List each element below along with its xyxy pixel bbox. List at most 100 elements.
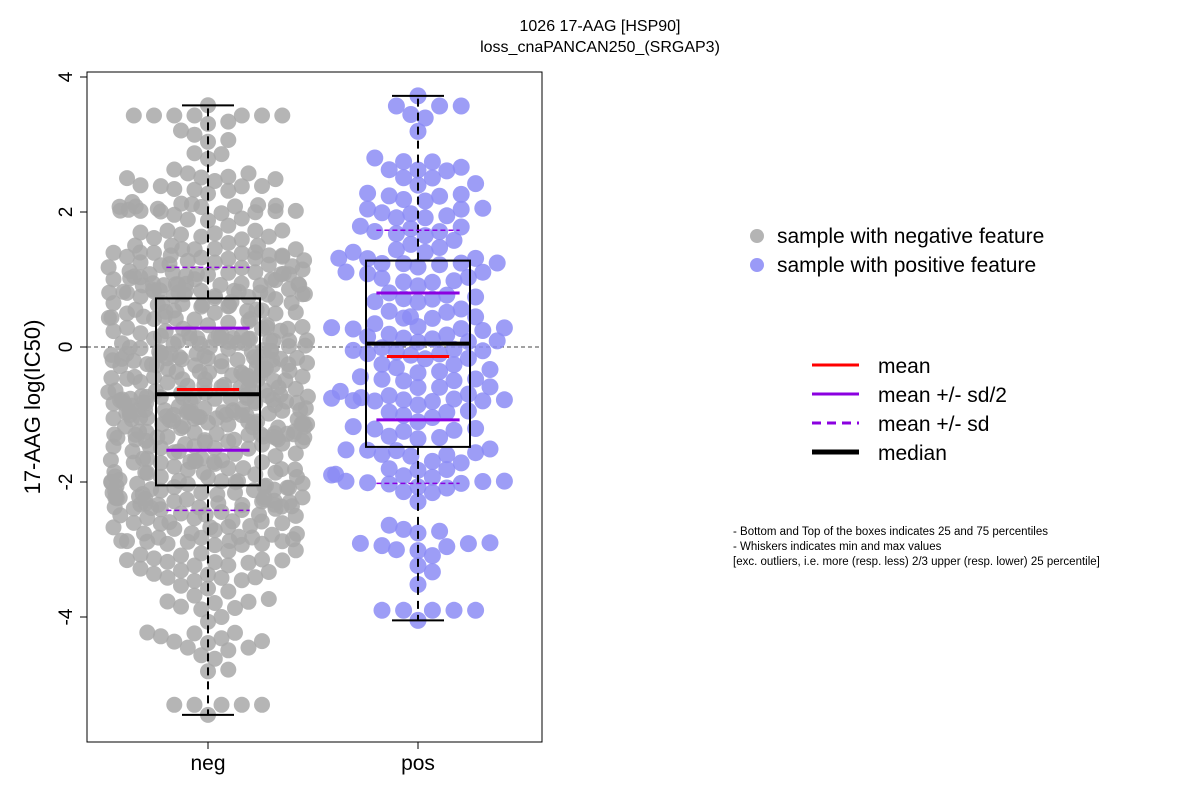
neg-data-point bbox=[229, 352, 246, 368]
pos-data-point bbox=[438, 461, 456, 478]
neg-data-point bbox=[102, 452, 119, 468]
neg-data-point bbox=[119, 552, 135, 569]
pos-data-point bbox=[409, 478, 427, 496]
pos-data-point bbox=[380, 460, 398, 478]
neg-data-point bbox=[127, 237, 144, 254]
x-tick-label: neg bbox=[190, 752, 225, 775]
y-tick-label: -4 bbox=[56, 608, 77, 625]
neg-data-point bbox=[220, 264, 237, 281]
pos-data-point bbox=[438, 303, 456, 321]
pos-data-point bbox=[366, 315, 384, 333]
pos-data-point bbox=[344, 341, 362, 359]
neg-data-point bbox=[177, 436, 194, 453]
neg-data-point bbox=[267, 171, 284, 188]
neg-data-point bbox=[166, 696, 183, 713]
neg-data-point bbox=[233, 364, 250, 381]
neg-data-point bbox=[254, 454, 270, 471]
pos-data-point bbox=[431, 378, 449, 396]
pos-data-point bbox=[373, 601, 391, 619]
pos-data-point bbox=[438, 403, 456, 421]
pos-data-point bbox=[459, 333, 477, 351]
neg-data-point bbox=[273, 461, 290, 478]
chart-title: 1026 17-AAG [HSP90] bbox=[519, 18, 681, 35]
neg-data-point bbox=[101, 284, 118, 301]
neg-boxplot bbox=[155, 104, 261, 716]
neg-data-point bbox=[105, 323, 122, 340]
pos-data-point bbox=[359, 474, 377, 492]
pos-data-point bbox=[409, 576, 427, 593]
neg-data-point bbox=[115, 283, 132, 300]
pos-data-point bbox=[423, 153, 441, 171]
neg-data-point bbox=[230, 528, 247, 545]
neg-data-point bbox=[166, 181, 183, 197]
neg-data-point bbox=[188, 266, 205, 282]
neg-data-point bbox=[261, 247, 278, 264]
pos-data-point bbox=[467, 420, 485, 437]
neg-data-point bbox=[270, 419, 287, 436]
neg-data-point bbox=[186, 696, 203, 713]
neg-data-point bbox=[288, 525, 305, 542]
x-tick-label: pos bbox=[401, 752, 435, 775]
neg-data-point bbox=[213, 326, 230, 343]
pos-data-point bbox=[402, 205, 420, 223]
pos-data-point bbox=[459, 385, 477, 403]
neg-data-point bbox=[206, 595, 223, 611]
pos-data-point bbox=[474, 322, 492, 339]
neg-data-point bbox=[114, 335, 130, 352]
y-tick-label: 4 bbox=[56, 71, 77, 82]
pos-data-point bbox=[380, 427, 398, 445]
neg-data-point bbox=[206, 537, 223, 554]
neg-data-point bbox=[159, 222, 176, 239]
pos-data-point bbox=[423, 601, 441, 619]
neg-data-point bbox=[146, 244, 162, 261]
pos-data-point bbox=[344, 320, 362, 338]
y-axis-label: 17-AAG log(IC50) bbox=[20, 320, 45, 495]
pos-data-point bbox=[467, 308, 485, 326]
pos-data-point bbox=[359, 250, 377, 268]
pos-data-point bbox=[409, 258, 427, 276]
pos-data-point bbox=[459, 268, 477, 286]
neg-data-point bbox=[186, 587, 203, 604]
neg-data-point bbox=[111, 198, 128, 215]
neg-data-point bbox=[213, 353, 230, 370]
pos-data-point bbox=[488, 254, 506, 272]
pos-data-point bbox=[395, 273, 413, 291]
pos-data-point bbox=[474, 473, 492, 490]
pos-data-point bbox=[423, 273, 441, 291]
pos-data-point bbox=[395, 372, 413, 390]
pos-data-point bbox=[495, 319, 513, 337]
pos-data-point bbox=[387, 442, 405, 460]
neg-data-point bbox=[240, 593, 257, 610]
neg-data-point bbox=[166, 633, 183, 650]
neg-data-point bbox=[213, 205, 230, 222]
pos-data-point bbox=[373, 370, 391, 388]
chart-subtitle: loss_cnaPANCAN250_(SRGAP3) bbox=[480, 39, 720, 56]
neg-data-point bbox=[235, 460, 252, 477]
neg-data-point bbox=[119, 248, 135, 265]
pos-data-point bbox=[431, 345, 449, 363]
neg-data-point bbox=[233, 275, 250, 292]
neg-data-point bbox=[247, 222, 264, 239]
neg-data-point bbox=[233, 245, 250, 262]
pos-data-point bbox=[467, 288, 485, 306]
neg-data-point bbox=[132, 325, 149, 342]
neg-data-point bbox=[173, 562, 189, 579]
neg-data-point bbox=[240, 554, 257, 571]
neg-data-point bbox=[133, 388, 150, 405]
neg-data-point bbox=[191, 499, 208, 516]
pos-data-point bbox=[380, 161, 398, 179]
pos-data-point bbox=[423, 393, 441, 410]
legend-line-label: mean +/- sd/2 bbox=[878, 384, 1007, 407]
neg-data-point bbox=[233, 572, 250, 589]
neg-data-point bbox=[220, 557, 237, 574]
neg-data-point bbox=[194, 297, 211, 313]
neg-data-point bbox=[166, 493, 183, 510]
neg-data-point bbox=[179, 639, 196, 656]
pos-data-point bbox=[359, 265, 377, 283]
pos-data-point bbox=[423, 468, 441, 486]
note-line-3: [exc. outliers, i.e. more (resp. less) 2… bbox=[733, 556, 1100, 568]
neg-data-point bbox=[287, 202, 304, 219]
pos-data-point bbox=[359, 200, 377, 218]
pos-data-point bbox=[402, 106, 420, 123]
